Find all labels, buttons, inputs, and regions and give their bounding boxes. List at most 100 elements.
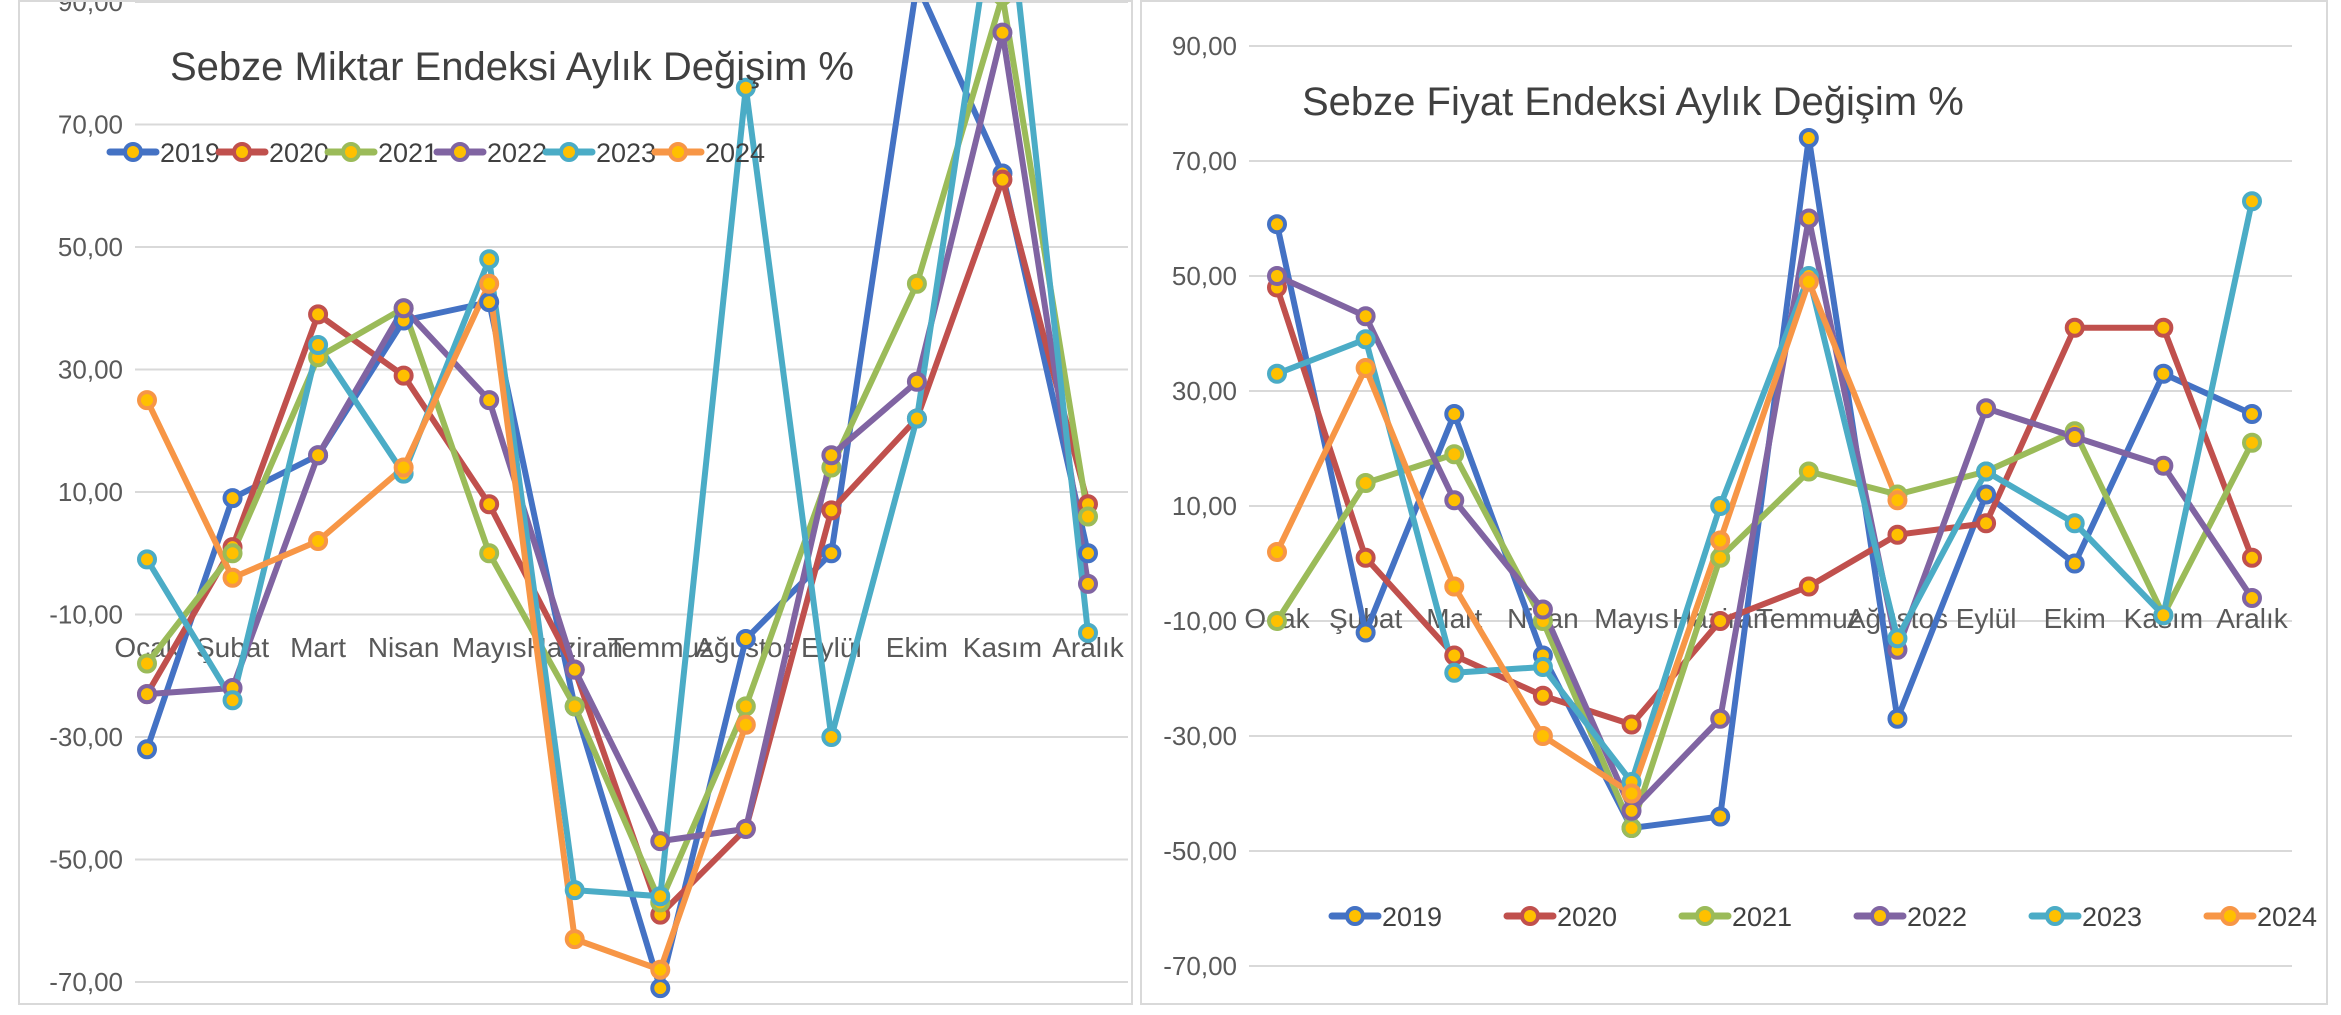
legend-label-2019: 2019 <box>1382 902 1442 932</box>
legend-label-2023: 2023 <box>2082 902 2142 932</box>
series-group <box>1267 128 2262 838</box>
data-point-2024 <box>1798 271 1819 292</box>
data-point-2022 <box>992 22 1013 43</box>
data-point-2019 <box>1798 128 1819 148</box>
quantity-chart-panel: -70,00 -50,00 -30,00 -10,00 10,00 30,00 50,00 7… <box>18 0 1133 1005</box>
data-point-2022 <box>906 371 927 392</box>
y-tick-label: -70,00 <box>1163 951 1237 981</box>
data-point-2023 <box>1710 496 1731 516</box>
data-point-2019 <box>735 629 756 649</box>
data-point-2019 <box>1976 484 1997 505</box>
legend: 2019 2020 2021 2022 2023 2024 <box>106 138 765 168</box>
data-point-2024 <box>1887 490 1908 511</box>
data-point-2019 <box>1078 543 1098 564</box>
x-tick-label-ekim: Ekim <box>886 632 948 663</box>
data-point-2024 <box>1355 358 1376 378</box>
x-tick-label-temmuz: Temmuz <box>607 632 713 663</box>
price-chart-panel: -70,00 -50,00 -30,00 -10,00 10,00 30,00 50,00 7… <box>1140 0 2328 1005</box>
data-point-2024 <box>393 457 414 478</box>
data-point-2020 <box>2242 547 2262 568</box>
data-point-2021 <box>1621 818 1642 838</box>
data-point-2024 <box>1444 576 1465 597</box>
data-point-2022 <box>1532 599 1553 620</box>
series-line-2021 <box>144 2 1091 906</box>
data-point-2023 <box>1976 461 1997 482</box>
y-tick-label: -50,00 <box>49 845 123 875</box>
data-point-2023 <box>2242 191 2262 212</box>
legend-label-2022: 2022 <box>487 138 547 168</box>
data-point-2020 <box>1798 576 1819 597</box>
legend-marker-2024 <box>2220 906 2240 926</box>
data-point-2024 <box>564 929 585 950</box>
data-point-2019 <box>650 978 671 999</box>
data-point-2024 <box>1710 530 1731 551</box>
legend-marker-2020 <box>232 142 252 162</box>
series-line-2023 <box>1274 198 2255 785</box>
legend-marker-2021 <box>341 142 361 162</box>
data-point-2019 <box>222 488 243 509</box>
data-point-2022 <box>1710 708 1731 729</box>
legend-label-2024: 2024 <box>2257 902 2317 932</box>
x-tick-label-nisan: Nisan <box>368 632 440 663</box>
legend-label-2019: 2019 <box>160 138 220 168</box>
data-point-2019 <box>137 739 157 760</box>
series-group <box>137 2 1098 999</box>
y-tick-label: 70,00 <box>1172 146 1237 176</box>
data-point-2021 <box>222 543 243 564</box>
y-tick-label: -70,00 <box>49 967 123 997</box>
data-point-2022 <box>2242 588 2262 608</box>
chart-title: Sebze Miktar Endeksi Aylık Değişim % <box>170 45 854 89</box>
data-point-2020 <box>1976 513 1997 534</box>
data-point-2021 <box>137 653 157 674</box>
data-point-2022 <box>2153 455 2174 476</box>
legend-marker-2024 <box>668 142 688 162</box>
legend-marker-2021 <box>1695 906 1715 926</box>
data-point-2019 <box>1710 806 1731 827</box>
data-point-2024 <box>650 959 671 980</box>
data-point-2022 <box>393 298 414 319</box>
data-point-2023 <box>1532 657 1553 677</box>
data-point-2021 <box>1267 611 1287 631</box>
x-tick-label-ekim: Ekim <box>2044 603 2106 634</box>
y-tick-label: -50,00 <box>1163 836 1237 866</box>
legend-label-2024: 2024 <box>705 138 765 168</box>
series-line-2023 <box>144 2 1091 900</box>
y-tick-label: -30,00 <box>49 722 123 752</box>
data-point-2022 <box>1267 266 1287 286</box>
data-point-2022 <box>821 445 842 466</box>
y-tick-label: 10,00 <box>1172 491 1237 521</box>
data-point-2022 <box>2064 427 2085 447</box>
data-point-2022 <box>564 659 585 680</box>
data-point-2021 <box>735 696 756 717</box>
legend-label-2020: 2020 <box>1557 902 1617 932</box>
data-point-2022 <box>1355 306 1376 327</box>
y-tick-label: 50,00 <box>58 232 123 262</box>
legend-label-2022: 2022 <box>1907 902 1967 932</box>
data-point-2022 <box>1444 490 1465 511</box>
price-index-chart: -70,00 -50,00 -30,00 -10,00 10,00 30,00 50,00 7… <box>1163 31 2317 981</box>
data-point-2022 <box>1798 208 1819 229</box>
data-point-2019 <box>1267 214 1287 235</box>
series-line-2019 <box>144 2 1091 992</box>
data-point-2020 <box>1710 611 1731 631</box>
data-point-2020 <box>1444 645 1465 666</box>
data-point-2021 <box>1710 547 1731 568</box>
x-tick-label-aralik: Aralık <box>2216 603 2289 634</box>
data-point-2021 <box>906 273 927 294</box>
data-point-2023 <box>564 880 585 901</box>
data-point-2019 <box>821 543 842 564</box>
data-point-2022 <box>650 831 671 852</box>
y-tick-label: 90,00 <box>58 2 123 17</box>
data-point-2020 <box>1532 685 1553 706</box>
y-tick-label: 50,00 <box>1172 261 1237 291</box>
data-point-2023 <box>308 335 329 355</box>
legend-label-2023: 2023 <box>596 138 656 168</box>
data-point-2019 <box>1887 708 1908 729</box>
y-tick-label: 70,00 <box>58 110 123 140</box>
x-tick-label-mayis: Mayıs <box>452 632 527 663</box>
data-point-2019 <box>1355 622 1376 643</box>
legend-label-2021: 2021 <box>378 138 438 168</box>
series-line-2024 <box>1274 278 1901 797</box>
legend-label-2020: 2020 <box>269 138 329 168</box>
data-point-2023 <box>2064 513 2085 534</box>
